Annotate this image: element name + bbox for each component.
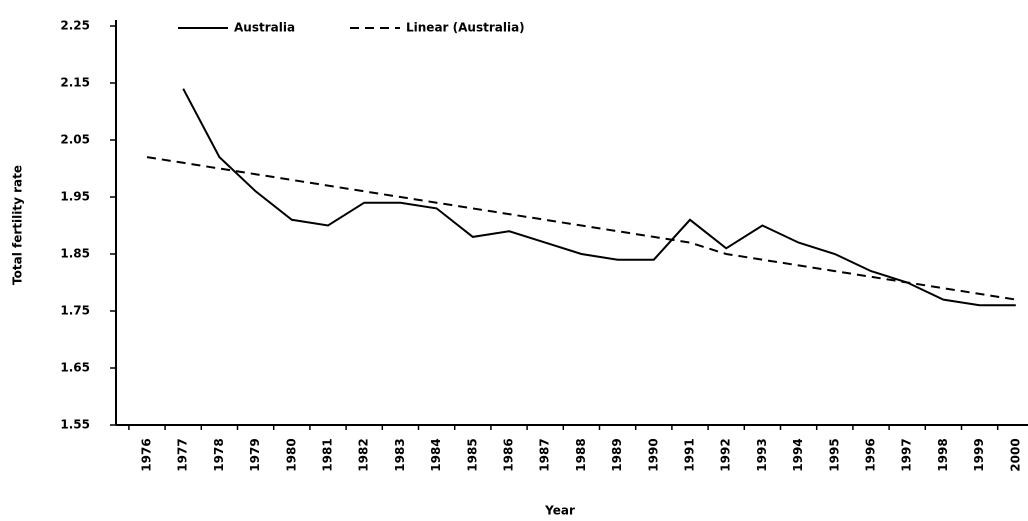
y-tick-label: 1.65 bbox=[60, 361, 90, 375]
x-tick-label: 1981 bbox=[321, 438, 335, 471]
y-tick-label: 1.75 bbox=[60, 304, 90, 318]
x-tick-label: 2000 bbox=[1008, 438, 1022, 471]
x-tick-label: 1990 bbox=[646, 438, 660, 471]
y-tick-label: 1.95 bbox=[60, 190, 90, 204]
x-tick-label: 1986 bbox=[502, 438, 516, 471]
x-tick-label: 1984 bbox=[429, 438, 443, 471]
series-line bbox=[146, 156, 1016, 301]
x-tick-label: 1980 bbox=[284, 438, 298, 471]
x-tick-label: 1987 bbox=[538, 438, 552, 471]
y-axis-label: Total fertility rate bbox=[11, 165, 25, 285]
y-tick-label: 1.85 bbox=[60, 247, 90, 261]
x-tick-label: 1993 bbox=[755, 438, 769, 471]
x-tick-label: 1983 bbox=[393, 438, 407, 471]
x-axis-label: Year bbox=[544, 504, 575, 518]
x-tick-label: 1989 bbox=[610, 438, 624, 471]
legend-label: Linear (Australia) bbox=[406, 21, 525, 35]
y-tick-label: 2.05 bbox=[60, 133, 90, 147]
y-tick-label: 1.55 bbox=[60, 418, 90, 432]
x-tick-label: 1992 bbox=[719, 438, 733, 471]
y-tick-label: 2.15 bbox=[60, 76, 90, 90]
x-tick-label: 1997 bbox=[900, 438, 914, 471]
y-tick-label: 2.25 bbox=[60, 19, 90, 33]
x-tick-label: 1995 bbox=[827, 438, 841, 471]
x-tick-label: 1988 bbox=[574, 438, 588, 471]
x-tick-label: 1977 bbox=[176, 438, 190, 471]
x-tick-label: 1999 bbox=[972, 438, 986, 471]
x-tick-label: 1996 bbox=[864, 438, 878, 471]
x-tick-label: 1976 bbox=[140, 438, 154, 471]
series-line bbox=[182, 88, 1016, 307]
x-tick-label: 1998 bbox=[936, 438, 950, 471]
x-tick-label: 1982 bbox=[357, 438, 371, 471]
x-tick-label: 1979 bbox=[248, 438, 262, 471]
x-tick-label: 1991 bbox=[683, 438, 697, 471]
x-tick-label: 1994 bbox=[791, 438, 805, 471]
x-tick-label: 1978 bbox=[212, 438, 226, 471]
legend-label: Australia bbox=[234, 21, 295, 35]
x-tick-label: 1985 bbox=[465, 438, 479, 471]
